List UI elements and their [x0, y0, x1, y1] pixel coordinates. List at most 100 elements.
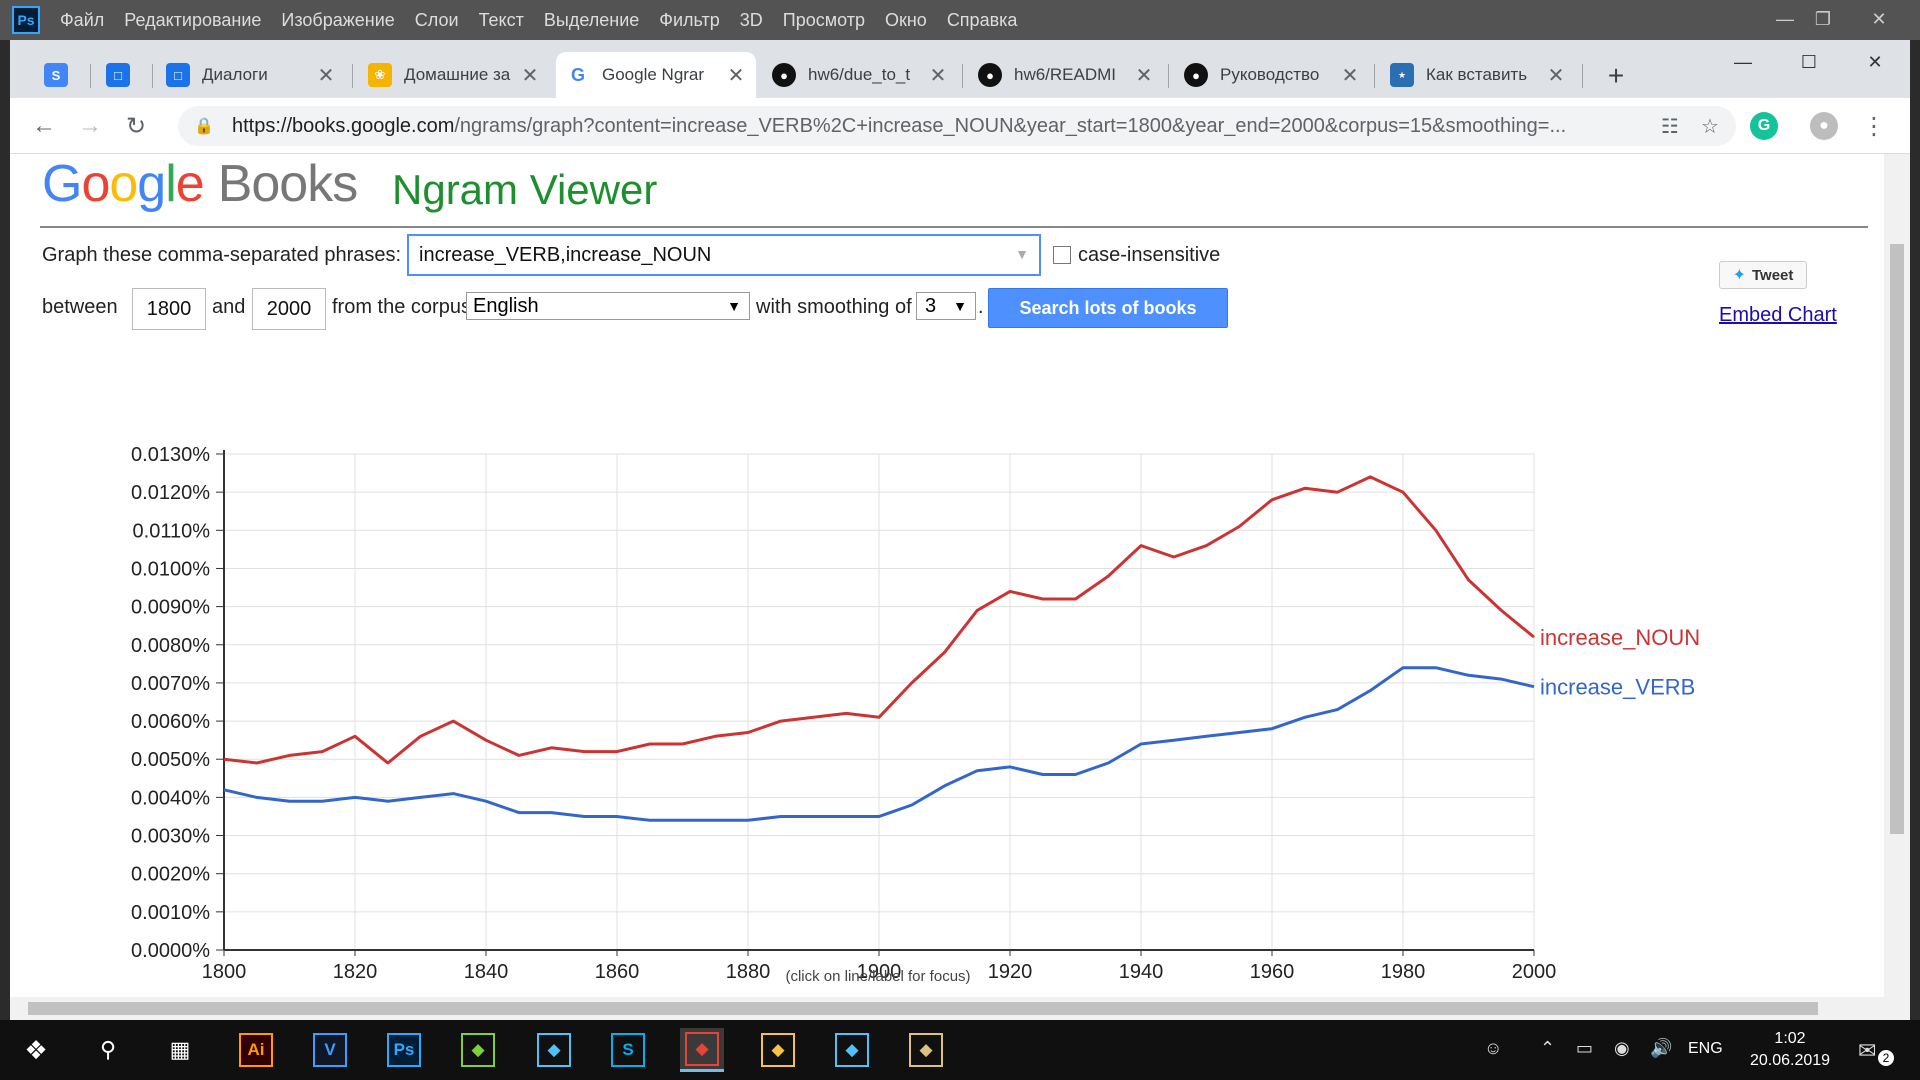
reload-icon[interactable]: ↻	[125, 112, 147, 140]
corpus-select[interactable]: English ▼	[466, 292, 750, 320]
year-end-input[interactable]: 2000	[252, 288, 326, 330]
ps-minimize-icon[interactable]: —	[1776, 8, 1794, 29]
close-icon[interactable]: ✕	[727, 64, 745, 87]
ngram-page: Google Books Ngram Viewer Graph these com…	[10, 154, 1884, 997]
tab-3[interactable]: ❀ Домашние за ✕	[358, 52, 550, 98]
divider	[40, 226, 1868, 228]
ngram-chart: 1800 1820 1840 1860 1880 1900 1920 1940 1960 1980…	[131, 444, 1700, 985]
x-tick-label: 1920	[988, 961, 1033, 983]
maximize-icon[interactable]: ☐	[1800, 51, 1818, 72]
chrome-icon[interactable]: ◆	[680, 1028, 724, 1072]
back-icon[interactable]: ←	[32, 112, 56, 139]
tab-6[interactable]: ● hw6/READMI ✕	[968, 52, 1164, 98]
minimize-icon[interactable]: —	[1734, 51, 1752, 72]
vertical-scrollbar[interactable]	[1884, 154, 1910, 997]
tab-8[interactable]: ★ Как вставить ✕	[1380, 52, 1576, 98]
y-tick-label: 0.0100%	[131, 558, 210, 580]
photoshop-logo-icon[interactable]: Ps	[12, 6, 40, 34]
clock[interactable]: 1:02 20.06.2019	[1740, 1028, 1840, 1072]
apex-icon[interactable]: ◆	[532, 1028, 576, 1072]
search-button[interactable]: Search lots of books	[988, 288, 1228, 328]
y-tick-label: 0.0060%	[131, 711, 210, 733]
tab-separator	[1374, 64, 1375, 88]
tab-separator	[962, 64, 963, 88]
tab-1[interactable]: □	[96, 52, 148, 98]
tray-chevron-up-icon[interactable]: ⌃	[1540, 1038, 1556, 1058]
task-view-icon[interactable]: ▦	[169, 1037, 191, 1062]
chevron-down-icon: ▼	[953, 298, 967, 314]
people-icon[interactable]: ☺	[1484, 1038, 1503, 1058]
close-icon[interactable]: ✕	[1341, 64, 1359, 87]
tab-2[interactable]: □ Диалоги ✕	[156, 52, 346, 98]
menu-layers[interactable]: Слои	[414, 9, 459, 30]
file-explorer-icon[interactable]: ◆	[756, 1028, 800, 1072]
new-tab-button[interactable]: +	[1607, 60, 1625, 91]
url-text[interactable]: https://books.google.com/ngrams/graph?co…	[232, 115, 1652, 138]
menu-image[interactable]: Изображение	[281, 9, 395, 30]
menu-filter[interactable]: Фильтр	[659, 9, 720, 30]
battery-icon[interactable]: ▭	[1576, 1038, 1594, 1058]
lock-icon[interactable]: 🔒	[194, 118, 214, 135]
series-line-increase_VERB	[223, 666, 1535, 822]
window-close-icon[interactable]: ✕	[1867, 51, 1883, 72]
volume-icon[interactable]: 🔊	[1650, 1038, 1673, 1058]
close-icon[interactable]: ✕	[1547, 64, 1565, 87]
wifi-icon[interactable]: ◉	[1614, 1038, 1630, 1058]
tab-5[interactable]: ● hw6/due_to_t ✕	[762, 52, 958, 98]
y-tick-label: 0.0090%	[131, 597, 210, 619]
menu-edit[interactable]: Редактирование	[124, 9, 262, 30]
language-indicator[interactable]: ENG	[1688, 1040, 1723, 1057]
menu-select[interactable]: Выделение	[543, 9, 640, 30]
illustrator-icon[interactable]: Ai	[234, 1028, 278, 1072]
apex-icon-glyph: ◆	[537, 1033, 571, 1067]
close-icon[interactable]: ✕	[317, 64, 335, 87]
photoshop-icon[interactable]: Ps	[382, 1028, 426, 1072]
skype-icon[interactable]: S	[606, 1028, 650, 1072]
menu-3d[interactable]: 3D	[739, 9, 763, 30]
tab-4-active[interactable]: G Google Ngrar ✕	[556, 52, 756, 98]
browser-toolbar: ← → ↻ 🔒 https://books.google.com/ngrams/…	[10, 98, 1910, 154]
smoothing-select[interactable]: 3 ▼	[916, 292, 976, 320]
windows-taskbar: ❖ ⚲ ▦ Ai V Ps ◆ ◆ S ◆ ◆ ◆ ◆ ☺ ⌃ ▭ ◉ 🔊 ENG 1:02 20…	[0, 1020, 1920, 1080]
translate-icon[interactable]: ☷	[1661, 115, 1679, 138]
notification-icon[interactable]: ✉	[1858, 1038, 1877, 1063]
tab-0[interactable]: S	[34, 52, 86, 98]
year-start-input[interactable]: 1800	[132, 288, 206, 330]
pen-tool-icon[interactable]: ◆	[456, 1028, 500, 1072]
forward-icon[interactable]: →	[78, 112, 102, 139]
tab-title: hw6/due_to_t	[808, 65, 911, 84]
close-icon[interactable]: ✕	[929, 64, 947, 87]
google-books-logo[interactable]: Google Books	[42, 154, 358, 214]
case-insensitive-checkbox[interactable]	[1053, 246, 1071, 264]
windows-start-icon[interactable]: ❖	[24, 1034, 48, 1065]
menu-type[interactable]: Текст	[478, 9, 524, 30]
logo-letter: g	[137, 155, 166, 213]
tweet-button[interactable]: ✦ Tweet	[1719, 261, 1807, 289]
paint-icon[interactable]: ◆	[904, 1028, 948, 1072]
smoothing-label: with smoothing of	[756, 296, 912, 318]
phrase-input[interactable]: increase_VERB,increase_NOUN ▼	[407, 234, 1041, 276]
scrollbar-thumb[interactable]	[28, 1002, 1818, 1015]
search-icon[interactable]: ⚲	[99, 1037, 117, 1062]
ps-restore-icon[interactable]: ❐	[1814, 8, 1832, 29]
bookmark-star-icon[interactable]: ☆	[1701, 115, 1719, 138]
menu-file[interactable]: Файл	[60, 9, 105, 30]
vegas-icon-glyph: V	[313, 1033, 347, 1067]
menu-window[interactable]: Окно	[884, 9, 927, 30]
address-bar[interactable]: 🔒 https://books.google.com/ngrams/graph?…	[178, 106, 1736, 146]
ps-close-icon[interactable]: ✕	[1871, 8, 1887, 29]
menu-view[interactable]: Просмотр	[782, 9, 865, 30]
horizontal-scrollbar[interactable]	[10, 997, 1910, 1020]
tab-7[interactable]: ● Руководство ✕	[1174, 52, 1370, 98]
vegas-icon[interactable]: V	[308, 1028, 352, 1072]
menu-kebab-icon[interactable]: ⋮	[1862, 112, 1886, 140]
menu-help[interactable]: Справка	[946, 9, 1018, 30]
close-icon[interactable]: ✕	[1135, 64, 1153, 87]
close-icon[interactable]: ✕	[521, 64, 539, 87]
clock-time: 1:02	[1774, 1030, 1806, 1047]
apex2-icon[interactable]: ◆	[830, 1028, 874, 1072]
grammarly-icon[interactable]: G	[1750, 112, 1778, 140]
profile-avatar-icon[interactable]: ●	[1810, 112, 1838, 140]
scrollbar-thumb[interactable]	[1890, 244, 1904, 834]
embed-chart-link[interactable]: Embed Chart	[1719, 304, 1837, 326]
